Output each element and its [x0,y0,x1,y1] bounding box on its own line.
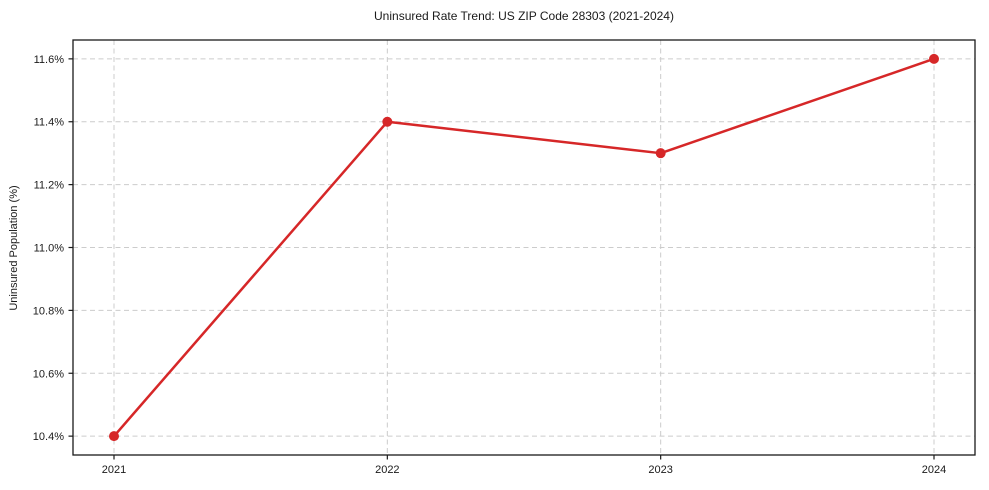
data-point-marker [109,431,119,442]
y-tick-label: 10.8% [33,305,64,317]
data-point-marker [655,148,666,159]
y-tick-label: 11.6% [34,54,65,66]
x-tick-label: 2024 [922,464,946,476]
trend-line [112,57,936,438]
y-tick-label: 11.2% [34,180,65,192]
y-tick-label: 10.6% [33,368,64,380]
y-tick-label: 10.4% [33,431,64,443]
x-tick-label: 2021 [102,464,126,476]
data-point-marker [382,116,393,127]
y-tick-label: 11.0% [34,243,65,255]
x-tick-label: 2023 [648,464,672,476]
data-point-marker [929,53,939,64]
x-tick-label: 2022 [375,464,399,476]
y-tick-label: 11.4% [34,117,65,129]
chart-title: Uninsured Rate Trend: US ZIP Code 28303 … [374,9,674,23]
